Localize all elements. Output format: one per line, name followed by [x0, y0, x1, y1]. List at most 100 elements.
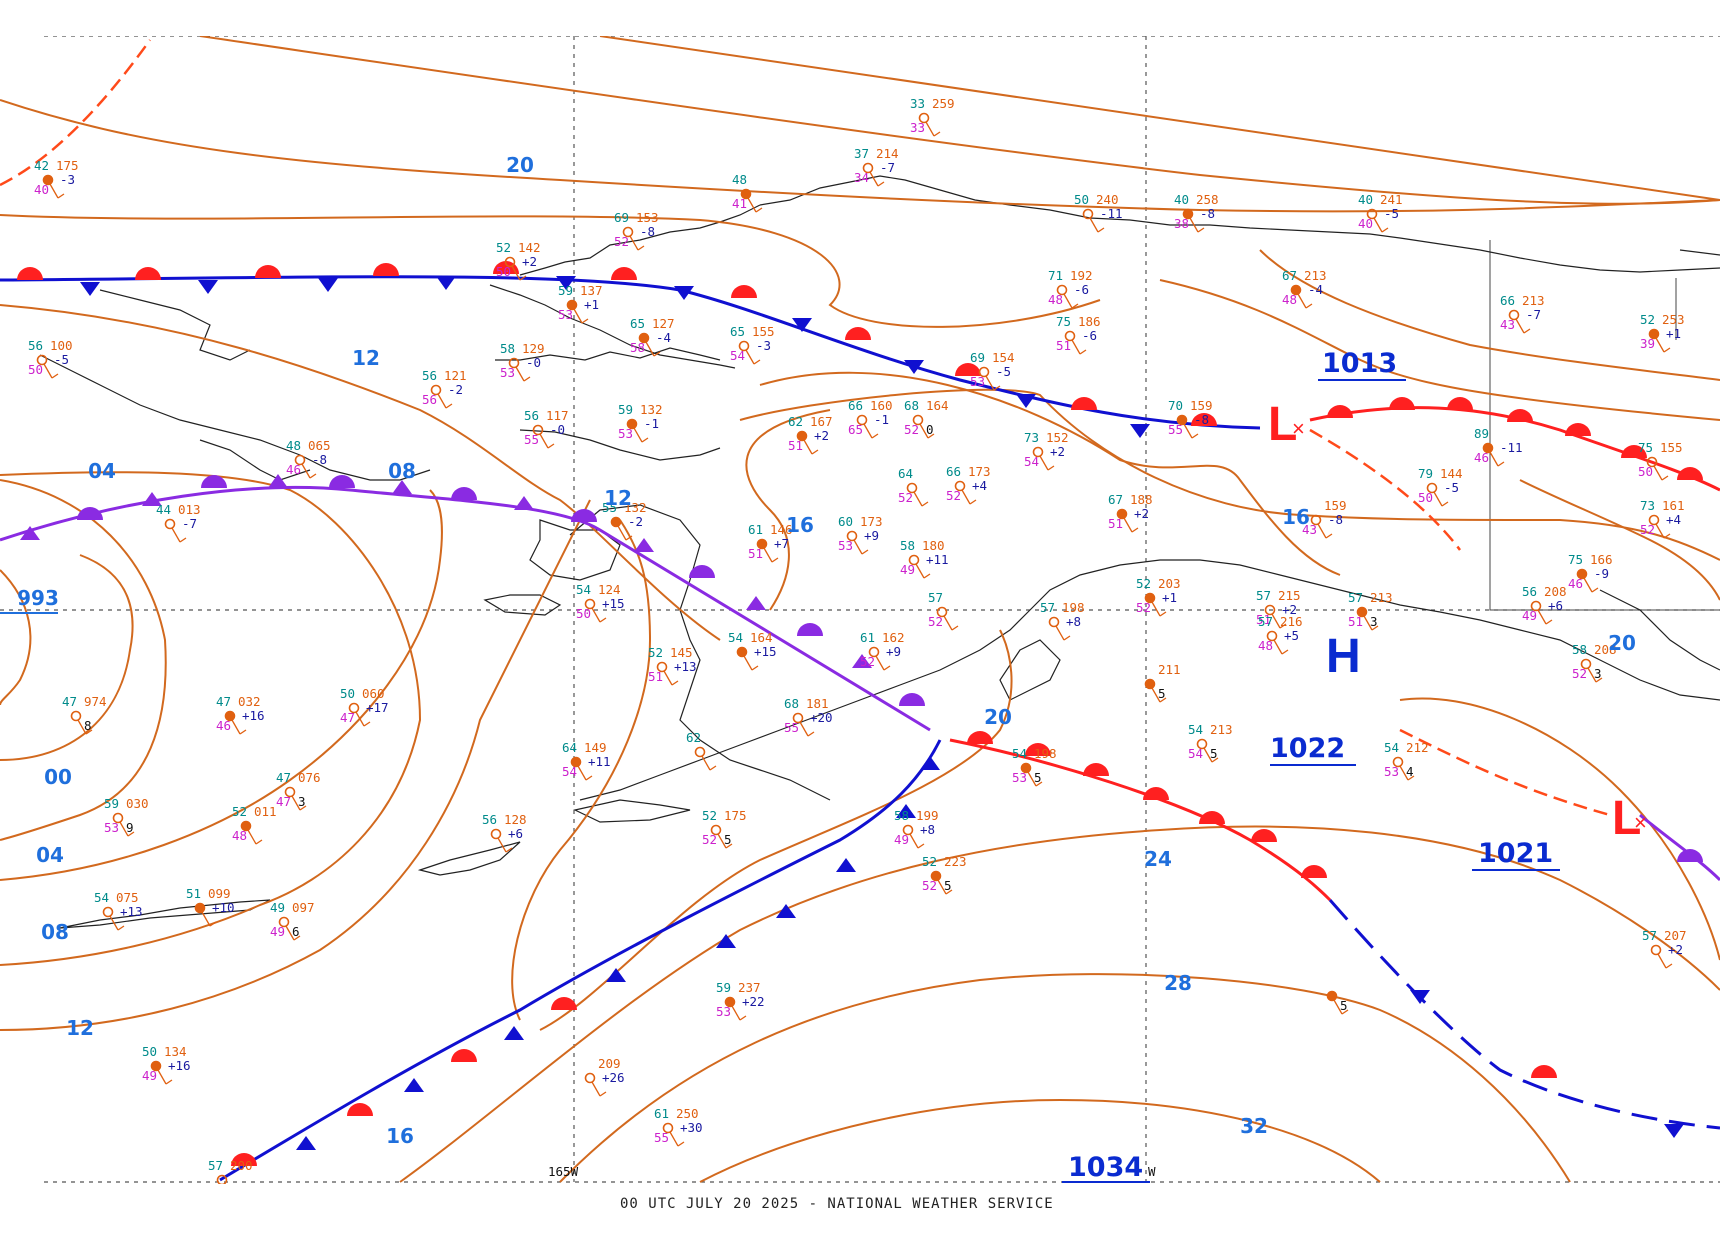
svg-text:40: 40 — [1174, 192, 1189, 207]
svg-text:69: 69 — [614, 210, 629, 225]
station-circle — [908, 554, 920, 566]
wind-barb — [717, 833, 727, 849]
wind-barb — [1657, 953, 1667, 969]
wind-barb — [231, 719, 241, 735]
station-circle — [930, 870, 942, 882]
svg-text:47: 47 — [62, 694, 77, 709]
svg-text:49: 49 — [270, 900, 285, 915]
svg-text:48: 48 — [232, 828, 247, 843]
station-circle — [1182, 208, 1194, 220]
wind-barb — [747, 197, 757, 213]
svg-text:5: 5 — [1210, 746, 1218, 761]
station-circle — [1426, 482, 1438, 494]
station-circle — [1290, 284, 1302, 296]
station-circle — [240, 820, 252, 832]
svg-text:53: 53 — [970, 374, 985, 389]
wind-barb — [224, 1183, 225, 1184]
front-symbol — [845, 327, 871, 340]
wind-barb — [1039, 455, 1049, 471]
svg-text:+1: +1 — [584, 297, 599, 312]
station-plot: 56 208 49 +6 — [1522, 584, 1567, 625]
station-circle — [1392, 756, 1404, 768]
station-circle — [584, 598, 596, 610]
front-symbol — [689, 565, 715, 578]
svg-text:52: 52 — [614, 234, 629, 249]
svg-text:065: 065 — [308, 438, 331, 453]
station-plot: 57 213 51 3 — [1348, 590, 1393, 631]
svg-text:64: 64 — [898, 466, 913, 481]
lat-lon-grid — [0, 36, 1720, 1183]
svg-text:159: 159 — [1190, 398, 1213, 413]
svg-text:52: 52 — [898, 490, 913, 505]
station-circle — [1310, 514, 1322, 526]
svg-text:52: 52 — [1136, 576, 1151, 591]
station-plot: 54 213 54 5 — [1188, 722, 1233, 763]
svg-text:53: 53 — [716, 1004, 731, 1019]
svg-text:+9: +9 — [864, 528, 879, 543]
svg-text:50: 50 — [340, 686, 355, 701]
station-circle — [626, 418, 638, 430]
wind-barb — [869, 171, 879, 187]
station-plot: 75 155 50 — [1638, 440, 1683, 481]
station-plot: 61 146 51 +7 — [748, 522, 793, 563]
svg-text:47: 47 — [340, 710, 355, 725]
high-letter: H — [1326, 630, 1361, 683]
wind-barb — [1587, 667, 1597, 683]
svg-text:-5: -5 — [1384, 206, 1399, 221]
wind-barb — [1373, 217, 1383, 233]
high-center: H 1022 — [1270, 630, 1361, 766]
svg-text:013: 013 — [178, 502, 201, 517]
svg-text:+5: +5 — [1284, 628, 1299, 643]
wind-barb — [925, 121, 935, 137]
front-symbol — [1301, 865, 1327, 878]
svg-text:50: 50 — [496, 264, 511, 279]
svg-text:50: 50 — [28, 362, 43, 377]
svg-text:216: 216 — [1280, 614, 1303, 629]
station-plot: 68 181 55 +20 — [784, 696, 833, 737]
svg-text:65: 65 — [630, 316, 645, 331]
station-circle — [42, 174, 54, 186]
svg-text:49: 49 — [894, 832, 909, 847]
station-circle — [710, 824, 722, 836]
svg-text:-3: -3 — [60, 172, 75, 187]
svg-text:49: 49 — [142, 1068, 157, 1083]
svg-text:1034: 1034 — [1068, 1152, 1143, 1183]
svg-text:-4: -4 — [1308, 282, 1323, 297]
station-circle — [112, 812, 124, 824]
svg-text:-8: -8 — [1328, 512, 1343, 527]
svg-text:011: 011 — [254, 804, 277, 819]
svg-text:+1: +1 — [1666, 326, 1681, 341]
svg-text:-9: -9 — [1594, 566, 1609, 581]
low-center-mark: × — [1292, 416, 1305, 441]
station-circle — [736, 646, 748, 658]
station-circle — [796, 430, 808, 442]
station-plot: 40 241 40 -5 — [1358, 192, 1403, 233]
station-circle — [1576, 568, 1588, 580]
station-circle — [1508, 309, 1520, 321]
station-plot: 211 5 — [1144, 662, 1181, 703]
svg-text:71: 71 — [1048, 268, 1063, 283]
front-symbol — [255, 265, 281, 278]
station-plot: 71 192 48 -6 — [1048, 268, 1093, 309]
svg-text:214: 214 — [876, 146, 899, 161]
svg-text:54: 54 — [1188, 722, 1203, 737]
station-plot: 50 240-11 — [1074, 192, 1123, 233]
svg-text:132: 132 — [640, 402, 663, 417]
wind-barb — [1433, 491, 1443, 507]
svg-text:61: 61 — [748, 522, 763, 537]
wind-barb — [701, 755, 711, 771]
svg-text:+1: +1 — [1162, 590, 1177, 605]
svg-text:175: 175 — [724, 808, 747, 823]
front-symbol — [142, 492, 162, 506]
station-plot: 64 52 — [898, 466, 929, 507]
isobar-label: 12 — [352, 346, 380, 370]
station-plot: 50 060 47 +17 — [340, 686, 389, 727]
front-symbol — [318, 278, 338, 292]
svg-text:57: 57 — [1258, 614, 1273, 629]
wind-barb — [515, 366, 525, 382]
front-symbol — [899, 693, 925, 706]
svg-text:213: 213 — [1304, 268, 1327, 283]
coastlines — [39, 175, 1720, 929]
svg-text:+4: +4 — [1666, 512, 1681, 527]
